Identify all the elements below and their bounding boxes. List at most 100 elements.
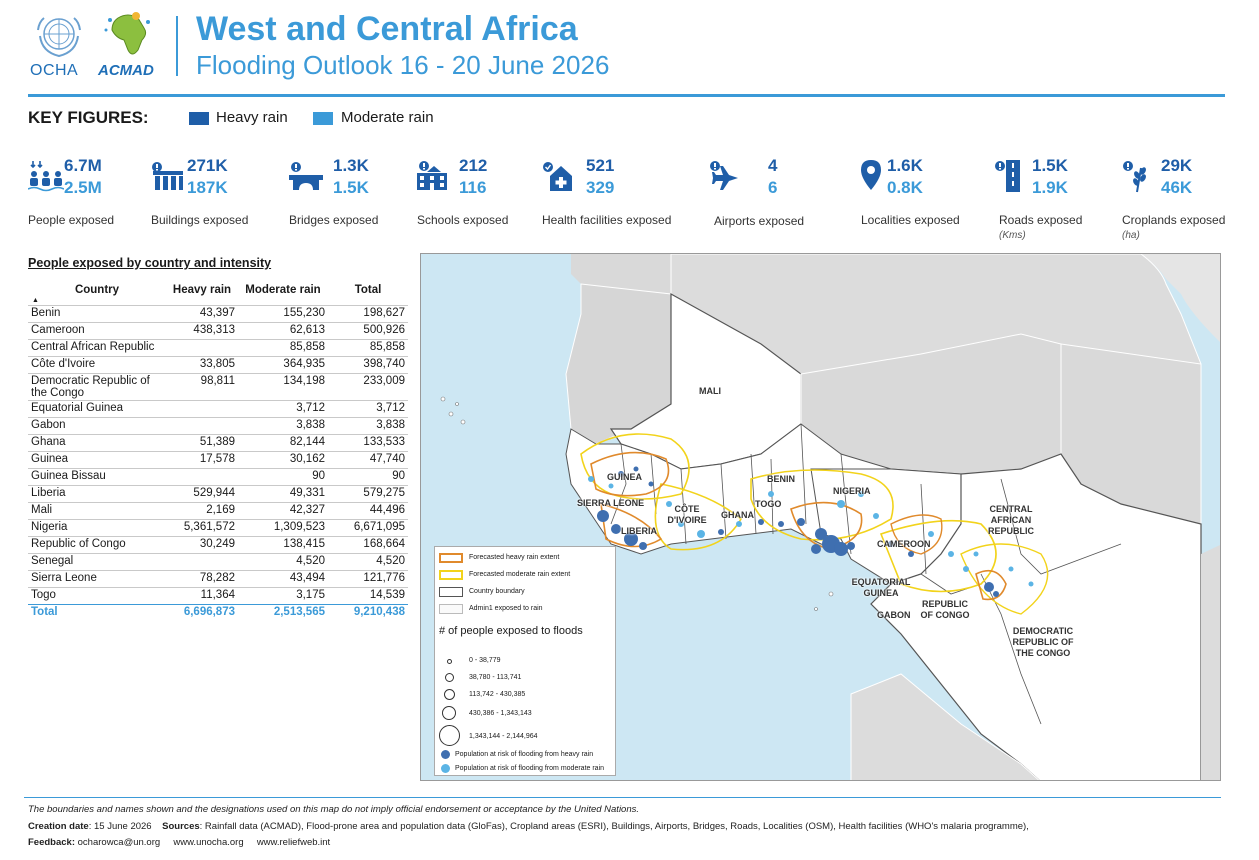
reliefweb-link[interactable]: www.reliefweb.int	[256, 837, 331, 848]
cell-total: 85,858	[328, 339, 408, 357]
cropland-icon	[1123, 161, 1146, 193]
table-row: Central African Republic 85,858 85,858	[28, 339, 408, 357]
table-row: Cameroon 438,313 62,613 500,926	[28, 322, 408, 340]
column-header-heavy-rain[interactable]: Heavy rain	[172, 284, 232, 296]
creation-date-value: : 15 June 2026	[88, 821, 152, 832]
table-row: Nigeria 5,361,572 1,309,523 6,671,095	[28, 519, 408, 537]
total-moderate-rain: 2,513,565	[238, 604, 328, 622]
size-class-3-symbol	[444, 689, 455, 700]
cell-moderate-rain: 3,175	[238, 587, 328, 605]
map-label-central-african-republic: CENTRAL AFRICAN REPUBLIC	[987, 504, 1034, 536]
cell-heavy-rain: 78,282	[166, 570, 238, 588]
heavy-rain-legend-swatch	[189, 112, 209, 125]
cell-total: 44,496	[328, 502, 408, 520]
moderate-rain-legend-swatch	[313, 112, 333, 125]
table-title: People exposed by country and intensity	[28, 256, 272, 270]
cell-heavy-rain: 529,944	[166, 485, 238, 503]
map-legend: Forecasted heavy rain extent Forecasted …	[434, 546, 616, 776]
roads-label: Roads exposed	[999, 213, 1083, 227]
map-label-benin: BENIN	[767, 474, 796, 484]
table-row: Sierra Leone 78,282 43,494 121,776	[28, 570, 408, 588]
table-row: Guinea 17,578 30,162 47,740	[28, 451, 408, 469]
moderate-extent-label: Forecasted moderate rain extent	[469, 571, 571, 578]
roads-moderate-value: 1.9K	[1032, 178, 1068, 197]
moderate-extent-swatch	[439, 570, 463, 580]
buildings-heavy-value: 271K	[187, 156, 228, 175]
table-row: Senegal 4,520 4,520	[28, 553, 408, 571]
unocha-link[interactable]: www.unocha.org	[173, 837, 244, 848]
map-label-mali: MALI	[699, 386, 721, 396]
total-label: Total	[28, 604, 166, 622]
cell-country: Liberia	[28, 485, 166, 503]
table-row: Côte d'Ivoire 33,805 364,935 398,740	[28, 356, 408, 374]
map-label-sierra-leone: SIERRA LEONE	[577, 498, 645, 508]
header-divider	[176, 16, 178, 76]
flooding-outlook-map[interactable]: MALI GUINEA SIERRA LEONE LIBERIA CÔTE D'…	[420, 253, 1221, 781]
feedback-email-link[interactable]: ocharowca@un.org	[77, 837, 161, 848]
health-facilities-moderate-value: 329	[586, 178, 615, 197]
building-icon	[152, 162, 183, 190]
map-label-cote-divoire: CÔTE D'IVOIRE	[667, 504, 707, 525]
total-heavy-rain: 6,696,873	[166, 604, 238, 622]
cell-moderate-rain: 155,230	[238, 305, 328, 323]
cell-heavy-rain: 51,389	[166, 434, 238, 452]
total-overall: 9,210,438	[328, 604, 408, 622]
africa-map-icon	[104, 12, 150, 55]
croplands-moderate-value: 46K	[1161, 178, 1193, 197]
moderate-rain-legend-label: Moderate rain	[341, 109, 434, 126]
cell-total: 579,275	[328, 485, 408, 503]
cell-heavy-rain	[166, 468, 238, 486]
cell-heavy-rain: 438,313	[166, 322, 238, 340]
people-moderate-value: 2.5M	[64, 178, 102, 197]
cell-heavy-rain: 11,364	[166, 587, 238, 605]
bridges-heavy-value: 1.3K	[333, 156, 369, 175]
cell-country: Guinea	[28, 451, 166, 469]
cell-heavy-rain: 43,397	[166, 305, 238, 323]
size-class-2-label: 38,780 - 113,741	[469, 674, 522, 681]
feedback-label: Feedback:	[28, 837, 75, 848]
column-header-country[interactable]: Country ▲	[28, 280, 166, 306]
cell-heavy-rain: 17,578	[166, 451, 238, 469]
localities-heavy-value: 1.6K	[887, 156, 923, 175]
cell-moderate-rain: 49,331	[238, 485, 328, 503]
health-facilities-label: Health facilities exposed	[542, 213, 672, 227]
country-boundary-label: Country boundary	[469, 588, 525, 595]
cell-heavy-rain: 2,169	[166, 502, 238, 520]
map-label-drc: DEMOCRATIC REPUBLIC OF THE CONGO	[1012, 626, 1074, 658]
cell-heavy-rain: 33,805	[166, 356, 238, 374]
column-header-total[interactable]: Total	[354, 284, 382, 296]
admin1-swatch	[439, 604, 463, 614]
cell-country: Guinea Bissau	[28, 468, 166, 486]
cell-country: Benin	[28, 305, 166, 323]
cell-total: 6,671,095	[328, 519, 408, 537]
cell-country: Gabon	[28, 417, 166, 435]
cell-total: 198,627	[328, 305, 408, 323]
cell-country: Togo	[28, 587, 166, 605]
table-row: Gabon 3,838 3,838	[28, 417, 408, 435]
header-rule	[28, 94, 1225, 97]
column-header-moderate-rain[interactable]: Moderate rain	[245, 284, 321, 296]
croplands-unit: (ha)	[1122, 230, 1140, 241]
credits: Creation date: 15 June 2026 Sources: Rai…	[28, 819, 1078, 851]
cell-country: Republic of Congo	[28, 536, 166, 554]
cell-heavy-rain: 98,811	[166, 373, 238, 401]
cell-heavy-rain	[166, 400, 238, 418]
cell-moderate-rain: 42,327	[238, 502, 328, 520]
map-label-liberia: LIBERIA	[621, 526, 657, 536]
localities-label: Localities exposed	[861, 213, 960, 227]
cell-moderate-rain: 1,309,523	[238, 519, 328, 537]
cell-heavy-rain: 5,361,572	[166, 519, 238, 537]
people-icon	[28, 161, 64, 192]
size-class-1-symbol	[447, 659, 452, 664]
table-row: Liberia 529,944 49,331 579,275	[28, 485, 408, 503]
schools-heavy-value: 212	[459, 156, 488, 175]
cell-total: 4,520	[328, 553, 408, 571]
size-class-4-symbol	[442, 706, 456, 720]
road-icon	[995, 160, 1020, 192]
page-title: West and Central Africa	[196, 10, 578, 48]
school-icon	[417, 161, 447, 190]
cell-moderate-rain: 43,494	[238, 570, 328, 588]
disclaimer: The boundaries and names shown and the d…	[28, 804, 640, 815]
cell-total: 14,539	[328, 587, 408, 605]
sort-ascending-icon: ▲	[32, 297, 39, 304]
